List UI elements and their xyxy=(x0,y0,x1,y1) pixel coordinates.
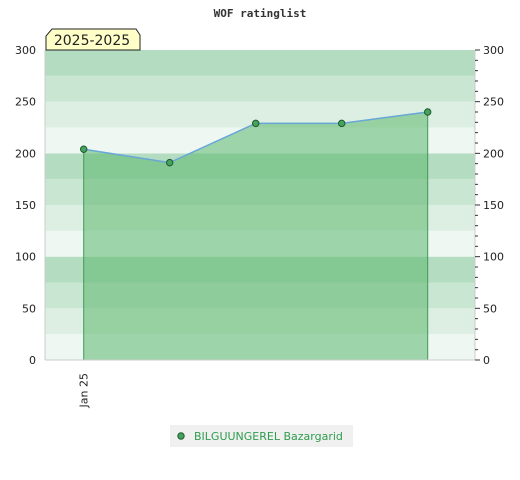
y-axis-right: 0 50 100 150 200 250 300 xyxy=(474,44,504,367)
y-tick-label-left: 150 xyxy=(15,199,36,212)
y-tick-label-right: 100 xyxy=(483,251,504,264)
y-axis-left: 0 50 100 150 200 250 300 xyxy=(15,44,475,367)
data-point[interactable] xyxy=(338,119,346,128)
background-band xyxy=(45,75,475,102)
y-tick-label-right: 0 xyxy=(483,354,490,367)
y-tick-label-right: 250 xyxy=(483,96,504,109)
legend-box xyxy=(170,425,353,447)
area-layer xyxy=(80,108,432,361)
legend-marker xyxy=(177,432,185,440)
data-point[interactable] xyxy=(424,108,432,116)
y-tick-label-left: 0 xyxy=(29,354,36,367)
y-tick-label-left: 50 xyxy=(22,302,36,315)
y-tick-label-left: 250 xyxy=(15,96,36,109)
y-tick-label-left: 100 xyxy=(15,251,36,264)
chart-title: WOF ratinglist xyxy=(214,7,307,20)
y-tick-label-right: 200 xyxy=(483,147,504,160)
data-point[interactable] xyxy=(252,119,260,128)
background-band xyxy=(45,50,475,76)
y-tick-label-left: 200 xyxy=(15,147,36,160)
legend-series-name: BILGUUNGEREL Bazargarid xyxy=(194,430,343,443)
y-tick-label-right: 300 xyxy=(483,44,504,57)
period-badge: 2025-2025 xyxy=(45,28,141,51)
y-tick-label-right: 50 xyxy=(483,302,497,315)
period-badge-box xyxy=(45,28,141,51)
x-axis: Jan 25 xyxy=(78,373,91,408)
y-tick-label-left: 300 xyxy=(15,44,36,57)
period-label: 2025-2025 xyxy=(54,33,130,49)
x-tick-label: Jan 25 xyxy=(78,373,91,408)
legend[interactable]: BILGUUNGEREL Bazargarid xyxy=(170,425,353,447)
data-point[interactable] xyxy=(166,158,174,167)
data-point[interactable] xyxy=(80,145,88,153)
y-tick-label-right: 150 xyxy=(483,199,504,212)
